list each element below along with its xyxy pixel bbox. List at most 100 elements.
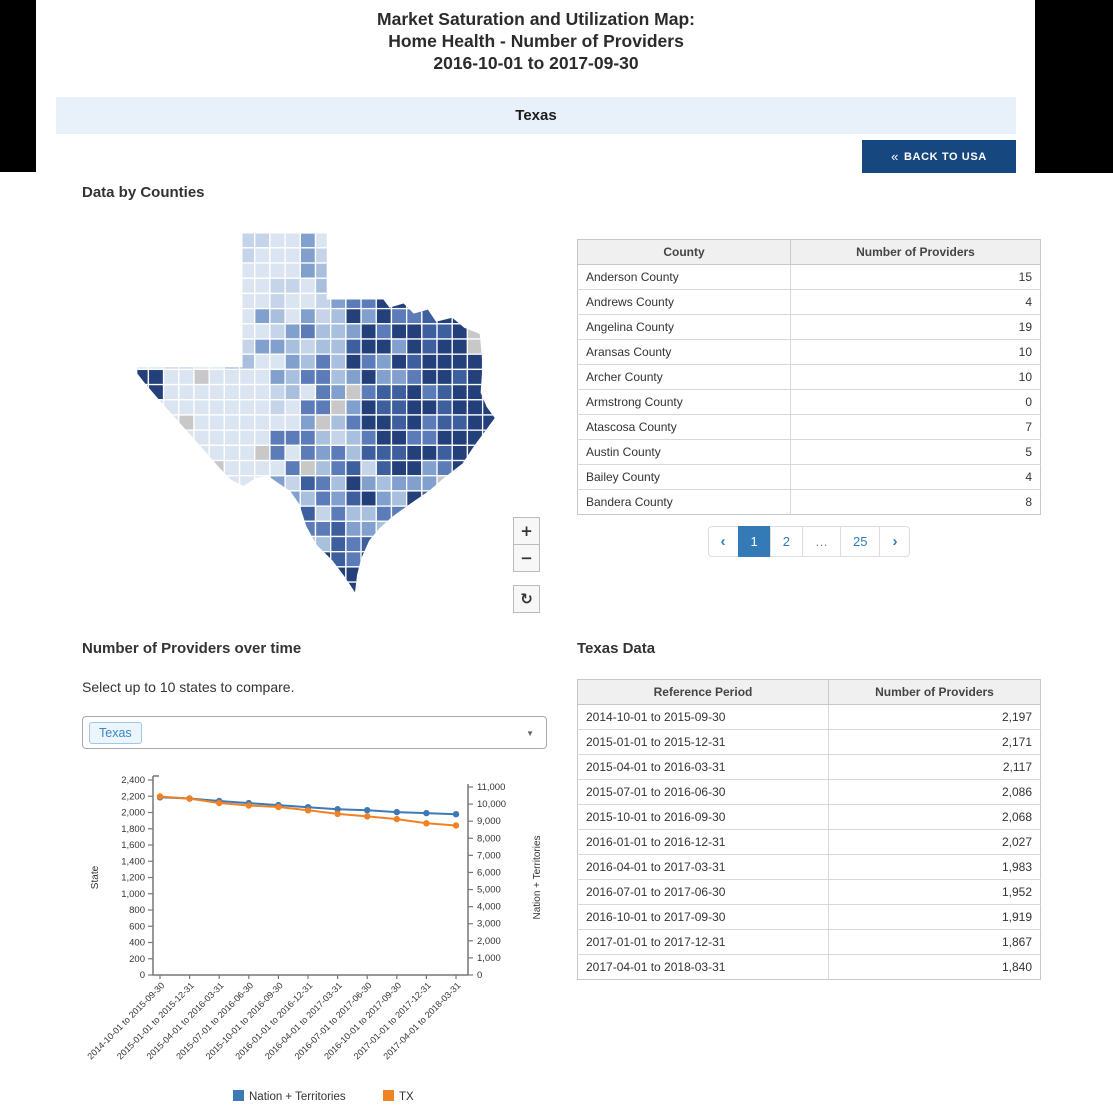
county-shape[interactable] <box>162 429 180 447</box>
county-shape[interactable] <box>345 323 362 340</box>
county-shape[interactable] <box>223 429 241 447</box>
county-shape[interactable] <box>451 475 469 492</box>
county-shape[interactable] <box>451 277 469 295</box>
county-shape[interactable] <box>330 277 347 295</box>
county-shape[interactable] <box>254 383 271 401</box>
county-shape[interactable] <box>466 353 484 371</box>
county-shape[interactable] <box>147 368 165 386</box>
county-shape[interactable] <box>118 248 133 263</box>
county-shape[interactable] <box>299 566 317 583</box>
county-shape[interactable] <box>223 490 241 507</box>
county-shape[interactable] <box>118 415 133 430</box>
county-shape[interactable] <box>269 535 286 553</box>
county-shape[interactable] <box>314 292 332 310</box>
county-shape[interactable] <box>498 491 513 506</box>
county-shape[interactable] <box>254 535 271 553</box>
county-shape[interactable] <box>421 247 438 264</box>
county-shape[interactable] <box>285 597 300 604</box>
county-shape[interactable] <box>178 520 195 538</box>
county-shape[interactable] <box>223 444 241 462</box>
county-shape[interactable] <box>375 368 393 386</box>
county-shape[interactable] <box>208 353 226 371</box>
county-shape[interactable] <box>466 444 484 462</box>
county-shape[interactable] <box>147 414 165 431</box>
county-shape[interactable] <box>223 292 241 310</box>
county-shape[interactable] <box>451 490 469 507</box>
county-shape[interactable] <box>162 505 180 522</box>
county-shape[interactable] <box>147 475 165 492</box>
county-shape[interactable] <box>498 537 513 552</box>
county-shape[interactable] <box>498 248 513 263</box>
county-shape[interactable] <box>421 551 438 568</box>
county-shape[interactable] <box>238 353 256 371</box>
county-shape[interactable] <box>421 566 438 583</box>
county-shape[interactable] <box>436 307 453 325</box>
county-shape[interactable] <box>345 551 362 568</box>
county-shape[interactable] <box>208 368 226 386</box>
county-shape[interactable] <box>284 307 301 325</box>
county-shape[interactable] <box>299 353 317 371</box>
county-shape[interactable] <box>178 551 195 568</box>
county-shape[interactable] <box>314 247 332 264</box>
county-shape[interactable] <box>421 581 438 597</box>
county-shape[interactable] <box>133 475 150 492</box>
county-shape[interactable] <box>193 520 210 538</box>
county-shape[interactable] <box>223 505 241 522</box>
county-shape[interactable] <box>238 566 256 583</box>
county-shape[interactable] <box>466 429 484 447</box>
county-shape[interactable] <box>178 566 195 583</box>
county-shape[interactable] <box>436 233 453 249</box>
county-shape[interactable] <box>390 353 408 371</box>
county-shape[interactable] <box>269 505 286 522</box>
county-shape[interactable] <box>223 399 241 416</box>
county-shape[interactable] <box>269 429 286 447</box>
county-shape[interactable] <box>375 247 393 264</box>
county-shape[interactable] <box>466 399 484 416</box>
county-shape[interactable] <box>405 399 423 416</box>
county-shape[interactable] <box>284 399 301 416</box>
county-shape[interactable] <box>118 400 133 415</box>
county-shape[interactable] <box>451 383 469 401</box>
county-shape[interactable] <box>405 323 423 340</box>
county-shape[interactable] <box>254 262 271 279</box>
county-shape[interactable] <box>133 551 150 568</box>
county-shape[interactable] <box>405 277 423 295</box>
county-shape[interactable] <box>467 597 482 604</box>
county-shape[interactable] <box>133 338 150 355</box>
county-shape[interactable] <box>481 247 498 264</box>
county-shape[interactable] <box>360 505 377 522</box>
county-shape[interactable] <box>178 247 195 264</box>
county-shape[interactable] <box>193 505 210 522</box>
county-shape[interactable] <box>147 262 165 279</box>
county-shape[interactable] <box>466 277 484 295</box>
county-shape[interactable] <box>451 551 469 568</box>
county-shape[interactable] <box>314 459 332 477</box>
county-shape[interactable] <box>133 307 150 325</box>
county-shape[interactable] <box>178 383 195 401</box>
county-shape[interactable] <box>405 566 423 583</box>
county-shape[interactable] <box>284 459 301 477</box>
county-shape[interactable] <box>314 323 332 340</box>
county-shape[interactable] <box>147 353 165 371</box>
county-shape[interactable] <box>238 247 256 264</box>
county-shape[interactable] <box>193 368 210 386</box>
county-shape[interactable] <box>375 505 393 522</box>
county-shape[interactable] <box>162 353 180 371</box>
county-shape[interactable] <box>269 399 286 416</box>
county-shape[interactable] <box>330 414 347 431</box>
county-shape[interactable] <box>345 505 362 522</box>
county-shape[interactable] <box>421 233 438 249</box>
back-to-usa-button[interactable]: « BACK TO USA <box>862 140 1016 173</box>
county-shape[interactable] <box>223 414 241 431</box>
county-shape[interactable] <box>436 262 453 279</box>
county-shape[interactable] <box>118 597 133 604</box>
county-shape[interactable] <box>375 338 393 355</box>
county-shape[interactable] <box>481 490 498 507</box>
county-shape[interactable] <box>238 262 256 279</box>
county-shape[interactable] <box>405 262 423 279</box>
county-shape[interactable] <box>481 368 498 386</box>
county-shape[interactable] <box>162 535 180 553</box>
county-shape[interactable] <box>238 535 256 553</box>
county-shape[interactable] <box>451 581 469 597</box>
county-shape[interactable] <box>498 385 513 400</box>
